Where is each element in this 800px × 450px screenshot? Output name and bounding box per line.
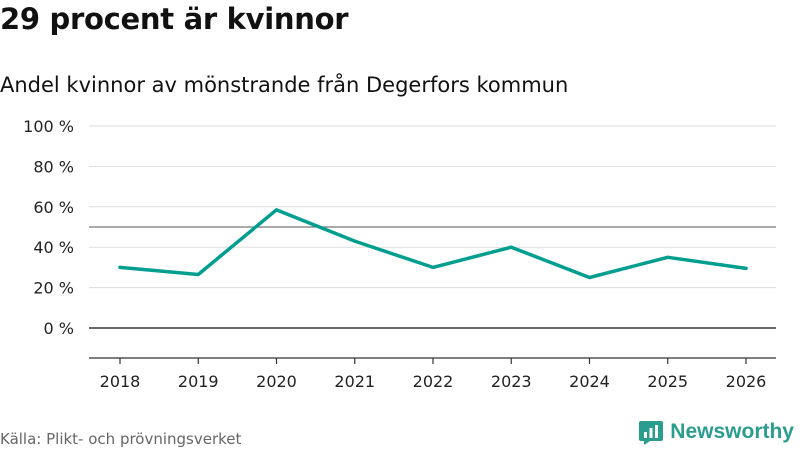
chart-title: 29 procent är kvinnor xyxy=(0,2,349,36)
data-point xyxy=(118,265,122,269)
data-point xyxy=(275,208,278,212)
y-tick-label: 80 % xyxy=(33,157,74,176)
data-point xyxy=(588,276,591,279)
brand-name: Newsworthy xyxy=(670,420,794,443)
data-point xyxy=(744,266,748,270)
data-point xyxy=(196,272,200,276)
y-tick-label: 40 % xyxy=(33,238,74,257)
newsworthy-icon xyxy=(639,421,664,445)
x-tick-label: 2026 xyxy=(726,372,767,391)
x-tick-label: 2019 xyxy=(178,372,219,391)
y-tick-label: 20 % xyxy=(33,279,74,298)
x-tick-label: 2020 xyxy=(256,372,297,391)
y-tick-label: 60 % xyxy=(33,198,74,217)
data-point xyxy=(666,255,670,259)
x-tick-label: 2023 xyxy=(491,372,532,391)
x-tick-label: 2022 xyxy=(413,372,454,391)
data-point xyxy=(353,239,357,243)
source-note: Källa: Plikt- och prövningsverket xyxy=(0,430,242,448)
x-tick-label: 2021 xyxy=(334,372,375,391)
y-tick-label: 100 % xyxy=(23,117,74,136)
y-tick-label: 0 % xyxy=(44,319,74,338)
x-tick-label: 2024 xyxy=(569,372,610,391)
chart-subtitle: Andel kvinnor av mönstrande från Degerfo… xyxy=(0,73,569,97)
x-tick-label: 2018 xyxy=(100,372,141,391)
x-tick-label: 2025 xyxy=(647,372,688,391)
brand-logo: Newsworthy xyxy=(638,419,794,445)
data-point xyxy=(509,245,513,249)
data-point xyxy=(431,265,435,269)
